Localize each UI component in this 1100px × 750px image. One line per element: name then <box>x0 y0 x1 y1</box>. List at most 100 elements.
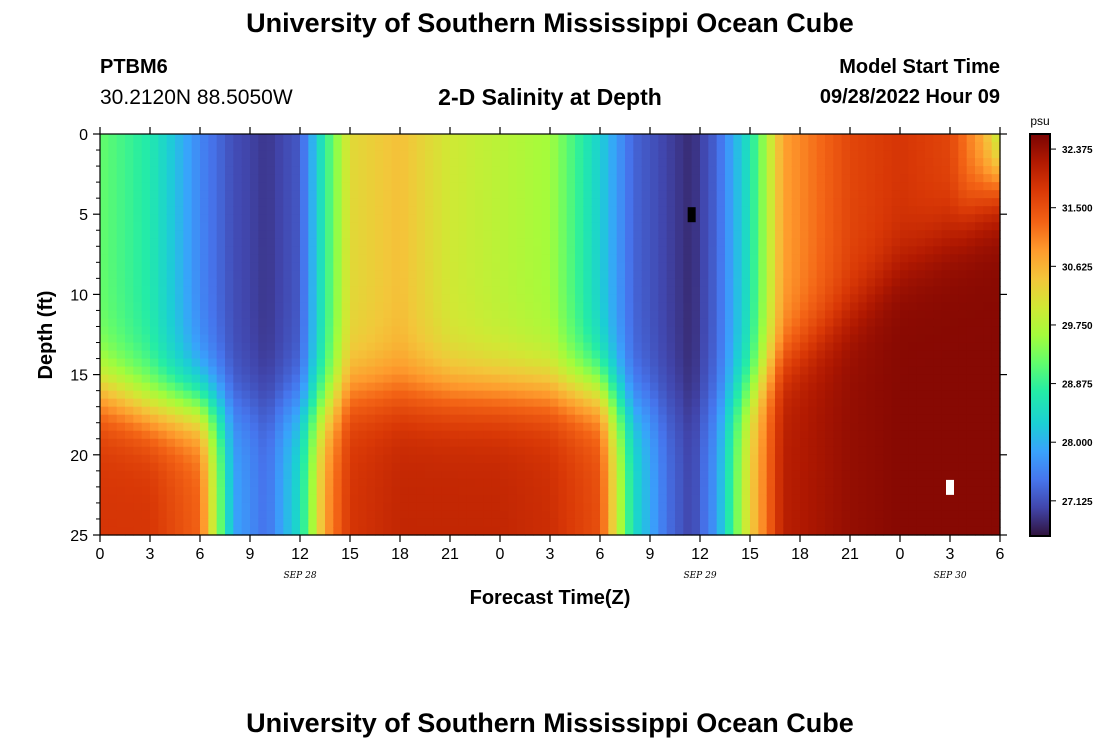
heatmap-cell <box>291 374 301 384</box>
heatmap-cell <box>433 350 443 360</box>
heatmap-cell <box>583 342 593 352</box>
heatmap-cell <box>200 294 209 304</box>
heatmap-cell <box>216 510 226 520</box>
heatmap-cell <box>500 390 509 400</box>
heatmap-cell <box>383 174 393 183</box>
heatmap-cell <box>383 334 393 344</box>
heatmap-cell <box>216 318 226 328</box>
heatmap-cell <box>916 438 926 448</box>
heatmap-cell <box>883 526 893 536</box>
heatmap-cell <box>375 150 384 159</box>
heatmap-cell <box>525 398 534 408</box>
heatmap-cell <box>841 190 851 199</box>
heatmap-cell <box>575 222 584 231</box>
heatmap-cell <box>141 206 151 215</box>
heatmap-cell <box>566 318 576 328</box>
heatmap-cell <box>625 342 634 352</box>
heatmap-cell <box>258 214 268 223</box>
heatmap-cell <box>416 518 426 528</box>
heatmap-cell <box>608 350 618 360</box>
heatmap-cell <box>550 302 559 312</box>
heatmap-cell <box>241 278 251 287</box>
heatmap-cell <box>783 318 793 328</box>
heatmap-cell <box>858 166 868 175</box>
heatmap-cell <box>675 286 684 295</box>
heatmap-cell <box>191 206 201 215</box>
heatmap-cell <box>600 462 609 472</box>
heatmap-cell <box>508 198 518 207</box>
heatmap-cell <box>875 494 884 504</box>
heatmap-cell <box>916 358 926 368</box>
heatmap-cell <box>733 286 743 295</box>
heatmap-cell <box>275 190 284 199</box>
heatmap-cell <box>850 238 859 247</box>
heatmap-cell <box>150 518 159 528</box>
heatmap-cell <box>141 166 151 175</box>
heatmap-cell <box>850 510 859 520</box>
heatmap-cell <box>350 142 359 151</box>
heatmap-cell <box>475 342 484 352</box>
heatmap-cell <box>216 446 226 456</box>
heatmap-cell <box>833 294 843 304</box>
heatmap-cell <box>466 366 476 376</box>
heatmap-cell <box>133 510 143 520</box>
heatmap-cell <box>900 470 909 480</box>
heatmap-cell <box>666 518 676 528</box>
heatmap-cell <box>250 470 259 480</box>
heatmap-cell <box>483 486 493 496</box>
heatmap-cell <box>366 230 376 239</box>
heatmap-cell <box>316 134 326 143</box>
heatmap-cell <box>508 486 518 496</box>
heatmap-cell <box>466 278 476 287</box>
heatmap-cell <box>416 254 426 263</box>
heatmap-cell <box>633 214 643 223</box>
heatmap-cell <box>566 174 576 183</box>
heatmap-cell <box>866 254 876 263</box>
heatmap-cell <box>416 334 426 344</box>
heatmap-cell <box>191 310 201 320</box>
heatmap-cell <box>650 182 659 191</box>
heatmap-cell <box>275 278 284 287</box>
heatmap-cell <box>691 174 701 183</box>
heatmap-cell <box>600 342 609 352</box>
heatmap-cell <box>316 526 326 536</box>
heatmap-cell <box>750 382 759 392</box>
heatmap-cell <box>416 158 426 167</box>
heatmap-cell <box>133 246 143 255</box>
heatmap-cell <box>883 302 893 312</box>
heatmap-cell <box>816 446 826 456</box>
heatmap-cell <box>125 358 134 368</box>
heatmap-cell <box>658 238 668 247</box>
heatmap-cell <box>708 174 718 183</box>
heatmap-cell <box>791 246 801 255</box>
heatmap-cell <box>875 318 884 328</box>
heatmap-cell <box>750 310 759 320</box>
heatmap-cell <box>325 366 334 376</box>
heatmap-cell <box>775 198 784 207</box>
heatmap-cell <box>391 286 401 295</box>
heatmap-cell <box>250 286 259 295</box>
heatmap-cell <box>191 422 201 432</box>
heatmap-cell <box>500 374 509 384</box>
heatmap-cell <box>400 214 409 223</box>
heatmap-cell <box>366 342 376 352</box>
heatmap-cell <box>891 510 901 520</box>
heatmap-cell <box>583 222 593 231</box>
heatmap-cell <box>816 222 826 231</box>
heatmap-cell <box>650 494 659 504</box>
heatmap-cell <box>316 446 326 456</box>
heatmap-cell <box>250 270 259 279</box>
heatmap-cell <box>825 398 834 408</box>
heatmap-cell <box>633 190 643 199</box>
heatmap-cell <box>191 494 201 504</box>
heatmap-cell <box>391 494 401 504</box>
heatmap-cell <box>916 350 926 360</box>
heatmap-cell <box>808 422 818 432</box>
heatmap-cell <box>650 366 659 376</box>
heatmap-cell <box>191 254 201 263</box>
heatmap-cell <box>158 374 168 384</box>
heatmap-cell <box>208 390 218 400</box>
heatmap-cell <box>683 182 693 191</box>
heatmap-cell <box>158 270 168 279</box>
heatmap-cell <box>608 294 618 304</box>
